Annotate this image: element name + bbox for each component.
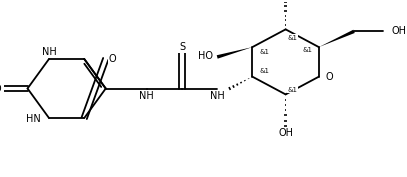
Text: O: O [326,72,333,82]
Text: &1: &1 [288,87,298,93]
Text: NH: NH [210,91,225,101]
Polygon shape [319,30,355,47]
Text: HO: HO [198,51,213,61]
Text: &1: &1 [259,49,269,55]
Text: S: S [179,42,185,52]
Text: NH: NH [140,91,154,101]
Text: O: O [109,54,116,64]
Polygon shape [217,47,252,59]
Text: OH: OH [391,25,406,36]
Text: O: O [0,84,1,93]
Text: NH: NH [42,47,57,57]
Text: &1: &1 [288,35,298,41]
Text: OH: OH [278,128,293,138]
Text: &1: &1 [302,47,313,53]
Text: HN: HN [26,114,40,124]
Text: &1: &1 [259,68,269,74]
